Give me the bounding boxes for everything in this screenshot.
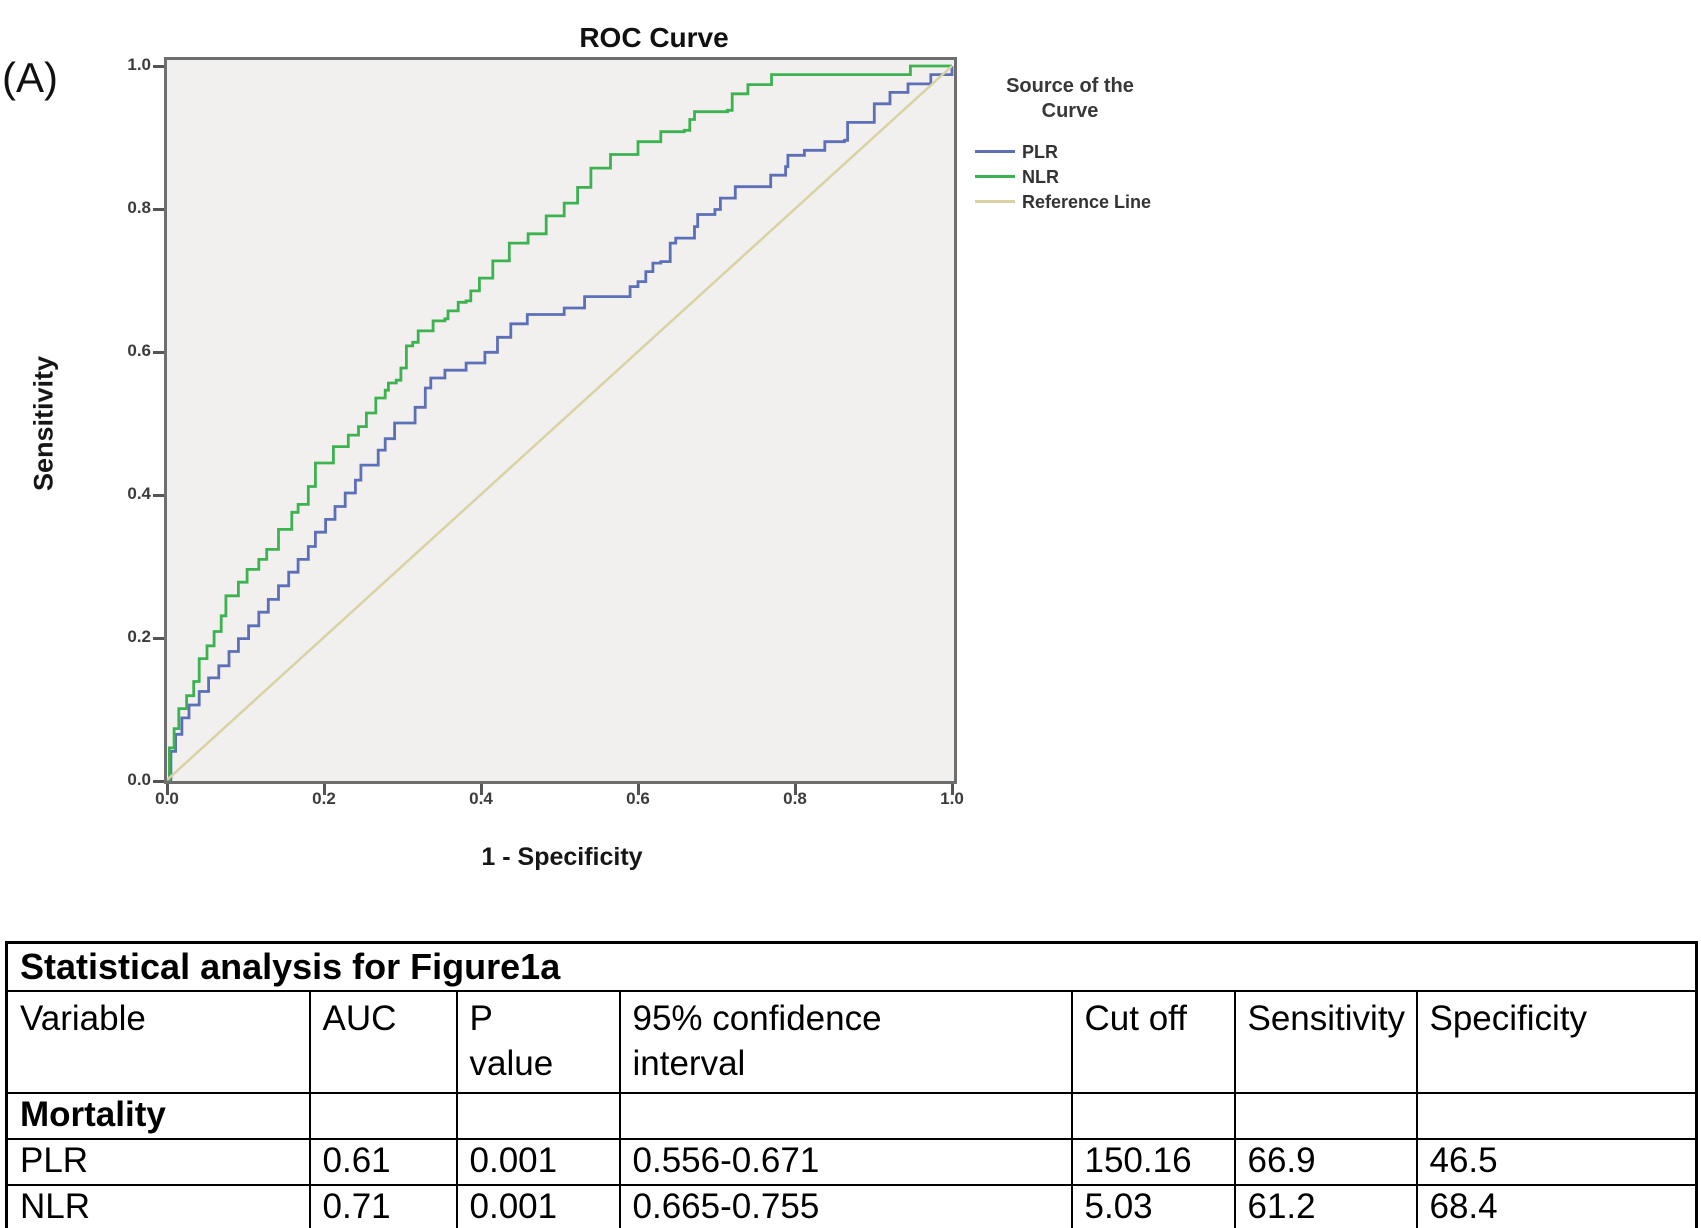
x-axis-label: 1 - Specificity — [481, 843, 643, 871]
x-tick-mark — [480, 784, 483, 795]
column-header-p-value: P value — [455, 990, 621, 1094]
y-tick-label: 0.0 — [127, 770, 151, 789]
x-tick-mark — [637, 784, 640, 795]
x-tick-mark — [951, 784, 954, 795]
y-tick-mark — [153, 780, 164, 783]
chart-title: ROC Curve — [579, 22, 729, 53]
x-tick-label: 0.0 — [155, 789, 179, 808]
y-tick-label: 0.8 — [127, 198, 151, 217]
y-tick-label: 0.2 — [127, 627, 151, 646]
legend-title: Source of the Curve — [1006, 75, 1134, 122]
legend-item-plr: PLR — [975, 139, 1151, 164]
x-tick-label: 0.2 — [312, 789, 336, 808]
legend-item-label: Reference Line — [1022, 191, 1152, 212]
table-cell — [1233, 1091, 1418, 1140]
y-axis-label: Sensitivity — [28, 355, 59, 492]
table-cell — [618, 1091, 1073, 1140]
x-tick-mark — [323, 784, 326, 795]
table-cell: 0.001 — [455, 1137, 621, 1186]
x-tick-mark — [166, 784, 169, 795]
table-cell: NLR — [5, 1183, 311, 1228]
x-tick-label: 0.6 — [626, 789, 650, 808]
nlr-curve — [167, 64, 952, 781]
table-cell — [455, 1091, 621, 1140]
x-tick-label: 0.8 — [783, 789, 807, 808]
table-row-nlr: NLR 0.71 0.001 0.665-0.755 5.03 61.2 68.… — [5, 1183, 1698, 1228]
table-cell: 68.4 — [1415, 1183, 1698, 1228]
table-title: Statistical analysis for Figure1a — [5, 941, 1698, 992]
legend-item-label: NLR — [1022, 166, 1059, 187]
table-row-plr: PLR 0.61 0.001 0.556-0.671 150.16 66.9 4… — [5, 1137, 1698, 1186]
column-header-sensitivity: Sensitivity — [1233, 990, 1418, 1094]
table-cell: 0.61 — [308, 1137, 458, 1186]
column-header-specificity: Specificity — [1415, 990, 1698, 1094]
roc-curve-plot — [167, 64, 954, 781]
y-tick-mark — [153, 65, 164, 68]
x-tick-label: 0.4 — [469, 789, 493, 808]
y-tick-mark — [153, 637, 164, 640]
column-header-auc: AUC — [308, 990, 458, 1094]
legend-item-nlr: NLR — [975, 164, 1151, 189]
x-tick-label: 1.0 — [940, 789, 964, 808]
table-cell: 0.001 — [455, 1183, 621, 1228]
table-cell: 0.665-0.755 — [618, 1183, 1073, 1228]
legend-swatch — [975, 150, 1015, 153]
table-cell — [1070, 1091, 1236, 1140]
y-tick-label: 1.0 — [127, 55, 151, 74]
column-header-variable: Variable — [5, 990, 311, 1094]
table-cell: 0.556-0.671 — [618, 1137, 1073, 1186]
y-tick-mark — [153, 351, 164, 354]
table-cell: 5.03 — [1070, 1183, 1236, 1228]
table-cell: Mortality — [5, 1091, 311, 1140]
table-cell: 0.71 — [308, 1183, 458, 1228]
legend: PLR NLR Reference Line — [975, 139, 1151, 214]
table-header-row: Variable AUC P value 95% confidence inte… — [5, 990, 1698, 1094]
table-cell: 150.16 — [1070, 1137, 1236, 1186]
legend-item-reference-line: Reference Line — [975, 189, 1151, 214]
table-cell — [1415, 1091, 1698, 1140]
table-cell: 66.9 — [1233, 1137, 1418, 1186]
y-tick-mark — [153, 208, 164, 211]
x-tick-mark — [794, 784, 797, 795]
table-cell — [308, 1091, 458, 1140]
column-header-cutoff: Cut off — [1070, 990, 1236, 1094]
figure-label: (A) — [2, 54, 58, 101]
plr-curve — [167, 66, 954, 781]
column-header-ci: 95% confidence interval — [618, 990, 1073, 1094]
table-cell: 46.5 — [1415, 1137, 1698, 1186]
y-tick-label: 0.4 — [127, 484, 151, 503]
legend-item-label: PLR — [1022, 141, 1058, 162]
reference-line-curve — [167, 65, 953, 781]
stats-table: Statistical analysis for Figure1a Variab… — [5, 941, 1698, 1228]
table-row-mortality: Mortality — [5, 1091, 1698, 1140]
y-tick-mark — [153, 494, 164, 497]
table-cell: 61.2 — [1233, 1183, 1418, 1228]
y-tick-label: 0.6 — [127, 341, 151, 360]
table-cell: PLR — [5, 1137, 311, 1186]
legend-swatch — [975, 200, 1015, 203]
legend-swatch — [975, 175, 1015, 178]
